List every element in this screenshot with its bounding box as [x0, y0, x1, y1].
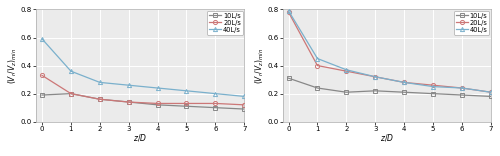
40L/s — [344, 69, 349, 71]
20L/s — [314, 65, 320, 66]
10L/s — [39, 94, 45, 96]
40L/s — [212, 93, 218, 95]
10L/s — [242, 108, 248, 110]
40L/s — [459, 87, 465, 89]
40L/s — [401, 81, 407, 83]
10L/s — [184, 105, 190, 107]
10L/s — [314, 87, 320, 89]
10L/s — [488, 95, 494, 97]
40L/s — [68, 70, 74, 72]
40L/s — [242, 95, 248, 97]
40L/s — [372, 76, 378, 78]
20L/s — [242, 104, 248, 106]
40L/s — [97, 81, 103, 83]
20L/s — [126, 101, 132, 103]
10L/s — [401, 91, 407, 93]
40L/s — [430, 86, 436, 88]
20L/s — [430, 84, 436, 86]
40L/s — [314, 58, 320, 59]
20L/s — [68, 93, 74, 95]
40L/s — [154, 87, 160, 89]
20L/s — [401, 81, 407, 83]
10L/s — [344, 91, 349, 93]
40L/s — [286, 10, 292, 12]
10L/s — [126, 101, 132, 103]
Line: 10L/s: 10L/s — [286, 76, 493, 98]
X-axis label: $z/D$: $z/D$ — [133, 132, 148, 143]
10L/s — [154, 104, 160, 106]
10L/s — [68, 93, 74, 95]
20L/s — [154, 102, 160, 104]
Line: 20L/s: 20L/s — [40, 73, 246, 107]
10L/s — [97, 98, 103, 100]
20L/s — [488, 91, 494, 93]
Y-axis label: $(V_r/V_z)_{min}$: $(V_r/V_z)_{min}$ — [7, 47, 20, 84]
Line: 20L/s: 20L/s — [286, 10, 493, 94]
Legend: 10L/s, 20L/s, 40L/s: 10L/s, 20L/s, 40L/s — [207, 11, 243, 35]
20L/s — [372, 76, 378, 78]
20L/s — [286, 11, 292, 13]
20L/s — [39, 74, 45, 76]
40L/s — [126, 84, 132, 86]
Line: 40L/s: 40L/s — [286, 9, 493, 94]
Legend: 10L/s, 20L/s, 40L/s: 10L/s, 20L/s, 40L/s — [454, 11, 490, 35]
10L/s — [286, 77, 292, 79]
20L/s — [97, 98, 103, 100]
Y-axis label: $(V_r/V_z)_{min}$: $(V_r/V_z)_{min}$ — [254, 47, 266, 84]
40L/s — [488, 91, 494, 93]
10L/s — [430, 93, 436, 95]
20L/s — [459, 87, 465, 89]
20L/s — [184, 102, 190, 104]
20L/s — [212, 102, 218, 104]
40L/s — [39, 38, 45, 40]
10L/s — [212, 107, 218, 109]
Line: 40L/s: 40L/s — [40, 37, 246, 98]
20L/s — [344, 70, 349, 72]
10L/s — [372, 90, 378, 92]
40L/s — [184, 90, 190, 92]
10L/s — [459, 94, 465, 96]
Line: 10L/s: 10L/s — [40, 92, 246, 111]
X-axis label: $z/D$: $z/D$ — [380, 132, 394, 143]
